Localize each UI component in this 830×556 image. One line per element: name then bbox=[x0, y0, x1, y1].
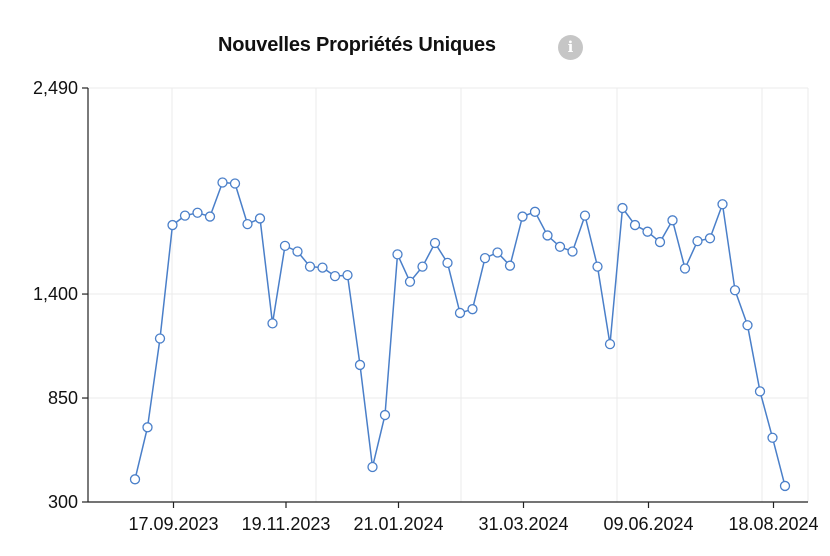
grid-layer bbox=[88, 87, 809, 502]
data-point-1[interactable] bbox=[142, 422, 153, 433]
data-point-5[interactable] bbox=[192, 207, 203, 218]
data-point-28[interactable] bbox=[479, 252, 491, 264]
data-point-50[interactable] bbox=[754, 386, 766, 397]
data-point-34[interactable] bbox=[554, 241, 566, 252]
data-point-26[interactable] bbox=[454, 307, 466, 319]
data-point-22[interactable] bbox=[404, 276, 416, 287]
data-point-38[interactable] bbox=[604, 339, 616, 350]
data-point-17[interactable] bbox=[342, 270, 353, 281]
info-icon[interactable]: i bbox=[558, 35, 583, 60]
data-point-40[interactable] bbox=[629, 219, 641, 231]
axis-layer bbox=[82, 87, 808, 508]
data-point-21[interactable] bbox=[392, 249, 403, 260]
data-point-49[interactable] bbox=[742, 320, 753, 331]
data-point-14[interactable] bbox=[304, 261, 316, 272]
series-line bbox=[134, 181, 786, 487]
data-point-13[interactable] bbox=[292, 246, 303, 257]
data-point-41[interactable] bbox=[642, 226, 653, 237]
series-layer bbox=[134, 181, 786, 487]
x-tick-label-3: 31.03.2024 bbox=[478, 514, 568, 534]
x-tick-label-0: 17.09.2023 bbox=[128, 514, 218, 534]
x-tick-label-4: 09.06.2024 bbox=[603, 514, 693, 534]
y-tick-label-3: 300 bbox=[48, 492, 78, 512]
data-point-9[interactable] bbox=[242, 218, 253, 230]
data-point-27[interactable] bbox=[467, 304, 478, 315]
data-point-52[interactable] bbox=[779, 480, 791, 492]
data-point-18[interactable] bbox=[354, 359, 366, 371]
y-tick-label-2: 850 bbox=[48, 388, 78, 408]
x-tick-label-1: 19.11.2023 bbox=[242, 514, 331, 534]
data-point-36[interactable] bbox=[579, 210, 591, 221]
data-point-51[interactable] bbox=[767, 432, 778, 443]
data-point-2[interactable] bbox=[154, 333, 166, 344]
data-point-32[interactable] bbox=[529, 206, 541, 217]
data-point-4[interactable] bbox=[179, 210, 191, 221]
data-point-7[interactable] bbox=[217, 177, 228, 188]
chart-header: Nouvelles Propriétés Uniques i bbox=[0, 30, 830, 66]
data-point-42[interactable] bbox=[654, 236, 666, 248]
data-point-8[interactable] bbox=[229, 178, 241, 189]
data-point-3[interactable] bbox=[167, 219, 178, 231]
y-tick-label-1: 1,400 bbox=[33, 284, 78, 304]
data-point-25[interactable] bbox=[442, 257, 453, 269]
data-point-10[interactable] bbox=[254, 213, 266, 224]
data-point-12[interactable] bbox=[279, 240, 291, 251]
data-point-30[interactable] bbox=[504, 260, 516, 271]
data-point-47[interactable] bbox=[717, 199, 728, 210]
data-point-0[interactable] bbox=[129, 474, 141, 485]
chart-title: Nouvelles Propriétés Uniques bbox=[218, 34, 496, 56]
data-point-43[interactable] bbox=[667, 215, 678, 226]
data-point-11[interactable] bbox=[267, 318, 278, 329]
data-point-33[interactable] bbox=[542, 230, 553, 241]
data-point-44[interactable] bbox=[679, 263, 691, 274]
data-point-31[interactable] bbox=[517, 211, 528, 222]
data-point-15[interactable] bbox=[317, 262, 328, 273]
data-point-37[interactable] bbox=[592, 261, 603, 272]
data-point-6[interactable] bbox=[204, 211, 216, 222]
data-point-39[interactable] bbox=[617, 202, 628, 214]
data-point-16[interactable] bbox=[329, 270, 341, 282]
data-point-45[interactable] bbox=[692, 235, 703, 247]
data-point-46[interactable] bbox=[704, 233, 716, 244]
data-point-48[interactable] bbox=[729, 285, 741, 296]
data-point-29[interactable] bbox=[492, 247, 503, 258]
data-point-23[interactable] bbox=[417, 261, 428, 272]
x-tick-label-5: 18.08.2024 bbox=[728, 514, 818, 534]
data-point-35[interactable] bbox=[567, 246, 578, 257]
x-tick-label-2: 21.01.2024 bbox=[353, 514, 443, 534]
data-point-20[interactable] bbox=[379, 409, 391, 421]
labels-layer: 2,490 1,400 850 300 17.09.2023 19.11.2023 21.0… bbox=[33, 78, 819, 534]
data-point-24[interactable] bbox=[429, 237, 441, 249]
y-tick-label-0: 2,490 bbox=[33, 78, 78, 98]
points-layer bbox=[129, 177, 791, 492]
data-point-19[interactable] bbox=[367, 461, 378, 473]
